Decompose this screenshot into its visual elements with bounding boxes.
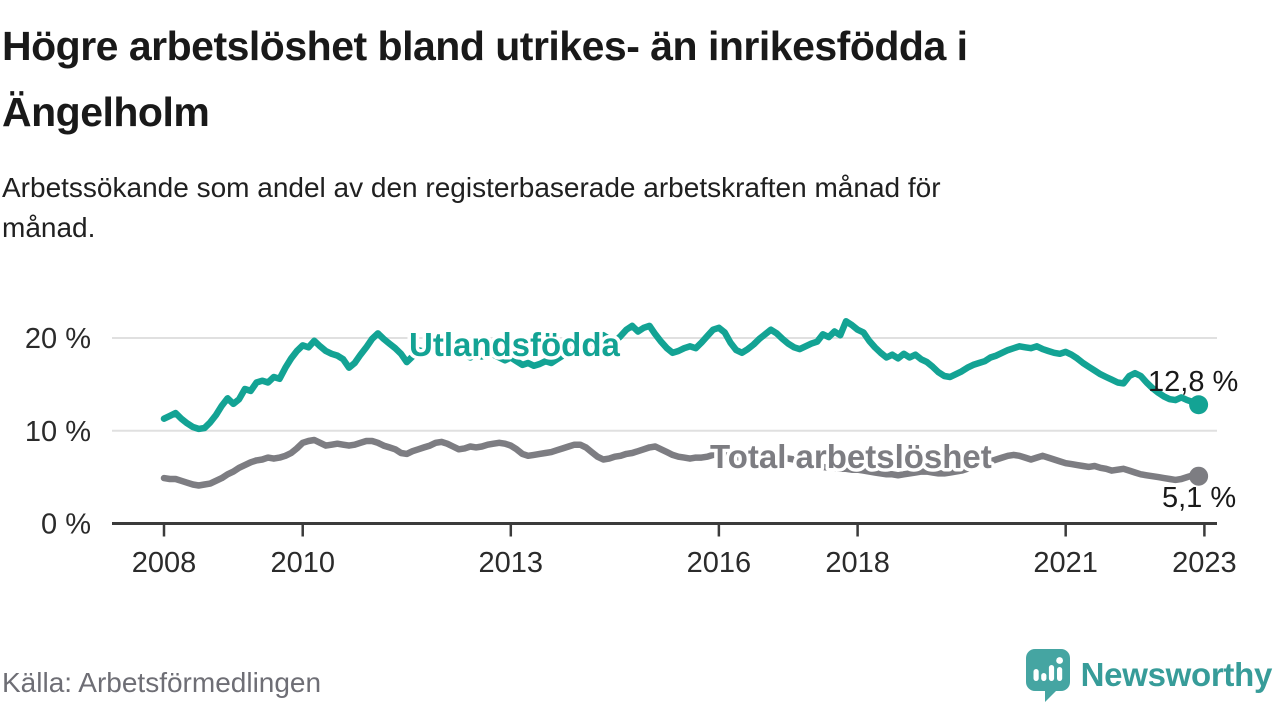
speech-bubble-shape xyxy=(1025,649,1070,702)
series-end-dot xyxy=(1189,395,1209,415)
brand-lockup: Newsworthy xyxy=(1023,646,1272,704)
x-tick-label-2013: 2013 xyxy=(479,547,544,579)
series-label-total-arbetsloshet: Total arbetslöshet xyxy=(710,438,992,475)
page-subtitle: Arbetssökande som andel av den registerb… xyxy=(2,168,1252,248)
page-subtitle-line2: månad. xyxy=(2,212,96,244)
source-note: Källa: Arbetsförmedlingen xyxy=(2,667,322,698)
x-tick-label-2023: 2023 xyxy=(1172,547,1237,579)
newsworthy-logo-icon xyxy=(1025,649,1070,702)
brand-name: Newsworthy xyxy=(1080,656,1273,693)
end-value-label-total-arbetsloshet: 5,1 % xyxy=(1162,482,1236,514)
logo-exclamation-dot xyxy=(1055,657,1063,664)
series-line-total xyxy=(160,436,1202,489)
x-tick-label-2016: 2016 xyxy=(687,547,752,579)
chart-gridlines xyxy=(112,337,1217,432)
chart-axis: 0 % 10 % 20 % 2008 2010 2013 2016 2018 2021 2023 xyxy=(25,323,1237,579)
series-end-dot xyxy=(1189,466,1209,486)
logo-bar-2 xyxy=(1040,673,1047,681)
page-subtitle-line1: Arbetssökande som andel av den registerb… xyxy=(2,172,941,203)
end-value-label-utlandsfodda: 12,8 % xyxy=(1148,366,1238,398)
x-tick-label-2021: 2021 xyxy=(1033,547,1098,579)
x-tick-label-2008: 2008 xyxy=(132,547,197,579)
x-tick-label-2018: 2018 xyxy=(825,547,890,579)
y-tick-label-20: 20 % xyxy=(25,323,91,355)
series-label-utlandsfodda: Utlandsfödda xyxy=(409,326,620,363)
y-tick-label-10: 10 % xyxy=(25,416,91,448)
series-line-utlandsfodda xyxy=(160,318,1202,433)
page-title-line1: Högre arbetslöshet bland utrikes- än inr… xyxy=(2,23,968,69)
page-title-line2: Ängelholm xyxy=(2,88,210,135)
chart-series xyxy=(160,318,1209,489)
logo-bar-3 xyxy=(1048,665,1054,681)
page-title: Högre arbetslöshet bland utrikes- än inr… xyxy=(2,14,1252,145)
logo-exclamation-stem xyxy=(1056,667,1062,681)
logo-bar-1 xyxy=(1033,669,1039,681)
y-tick-label-0: 0 % xyxy=(41,509,91,541)
line-chart: 0 %10 %20 %2008 2010 2013 2016 2018 2021 2023 … xyxy=(25,318,1238,579)
x-tick-label-2010: 2010 xyxy=(270,547,335,579)
